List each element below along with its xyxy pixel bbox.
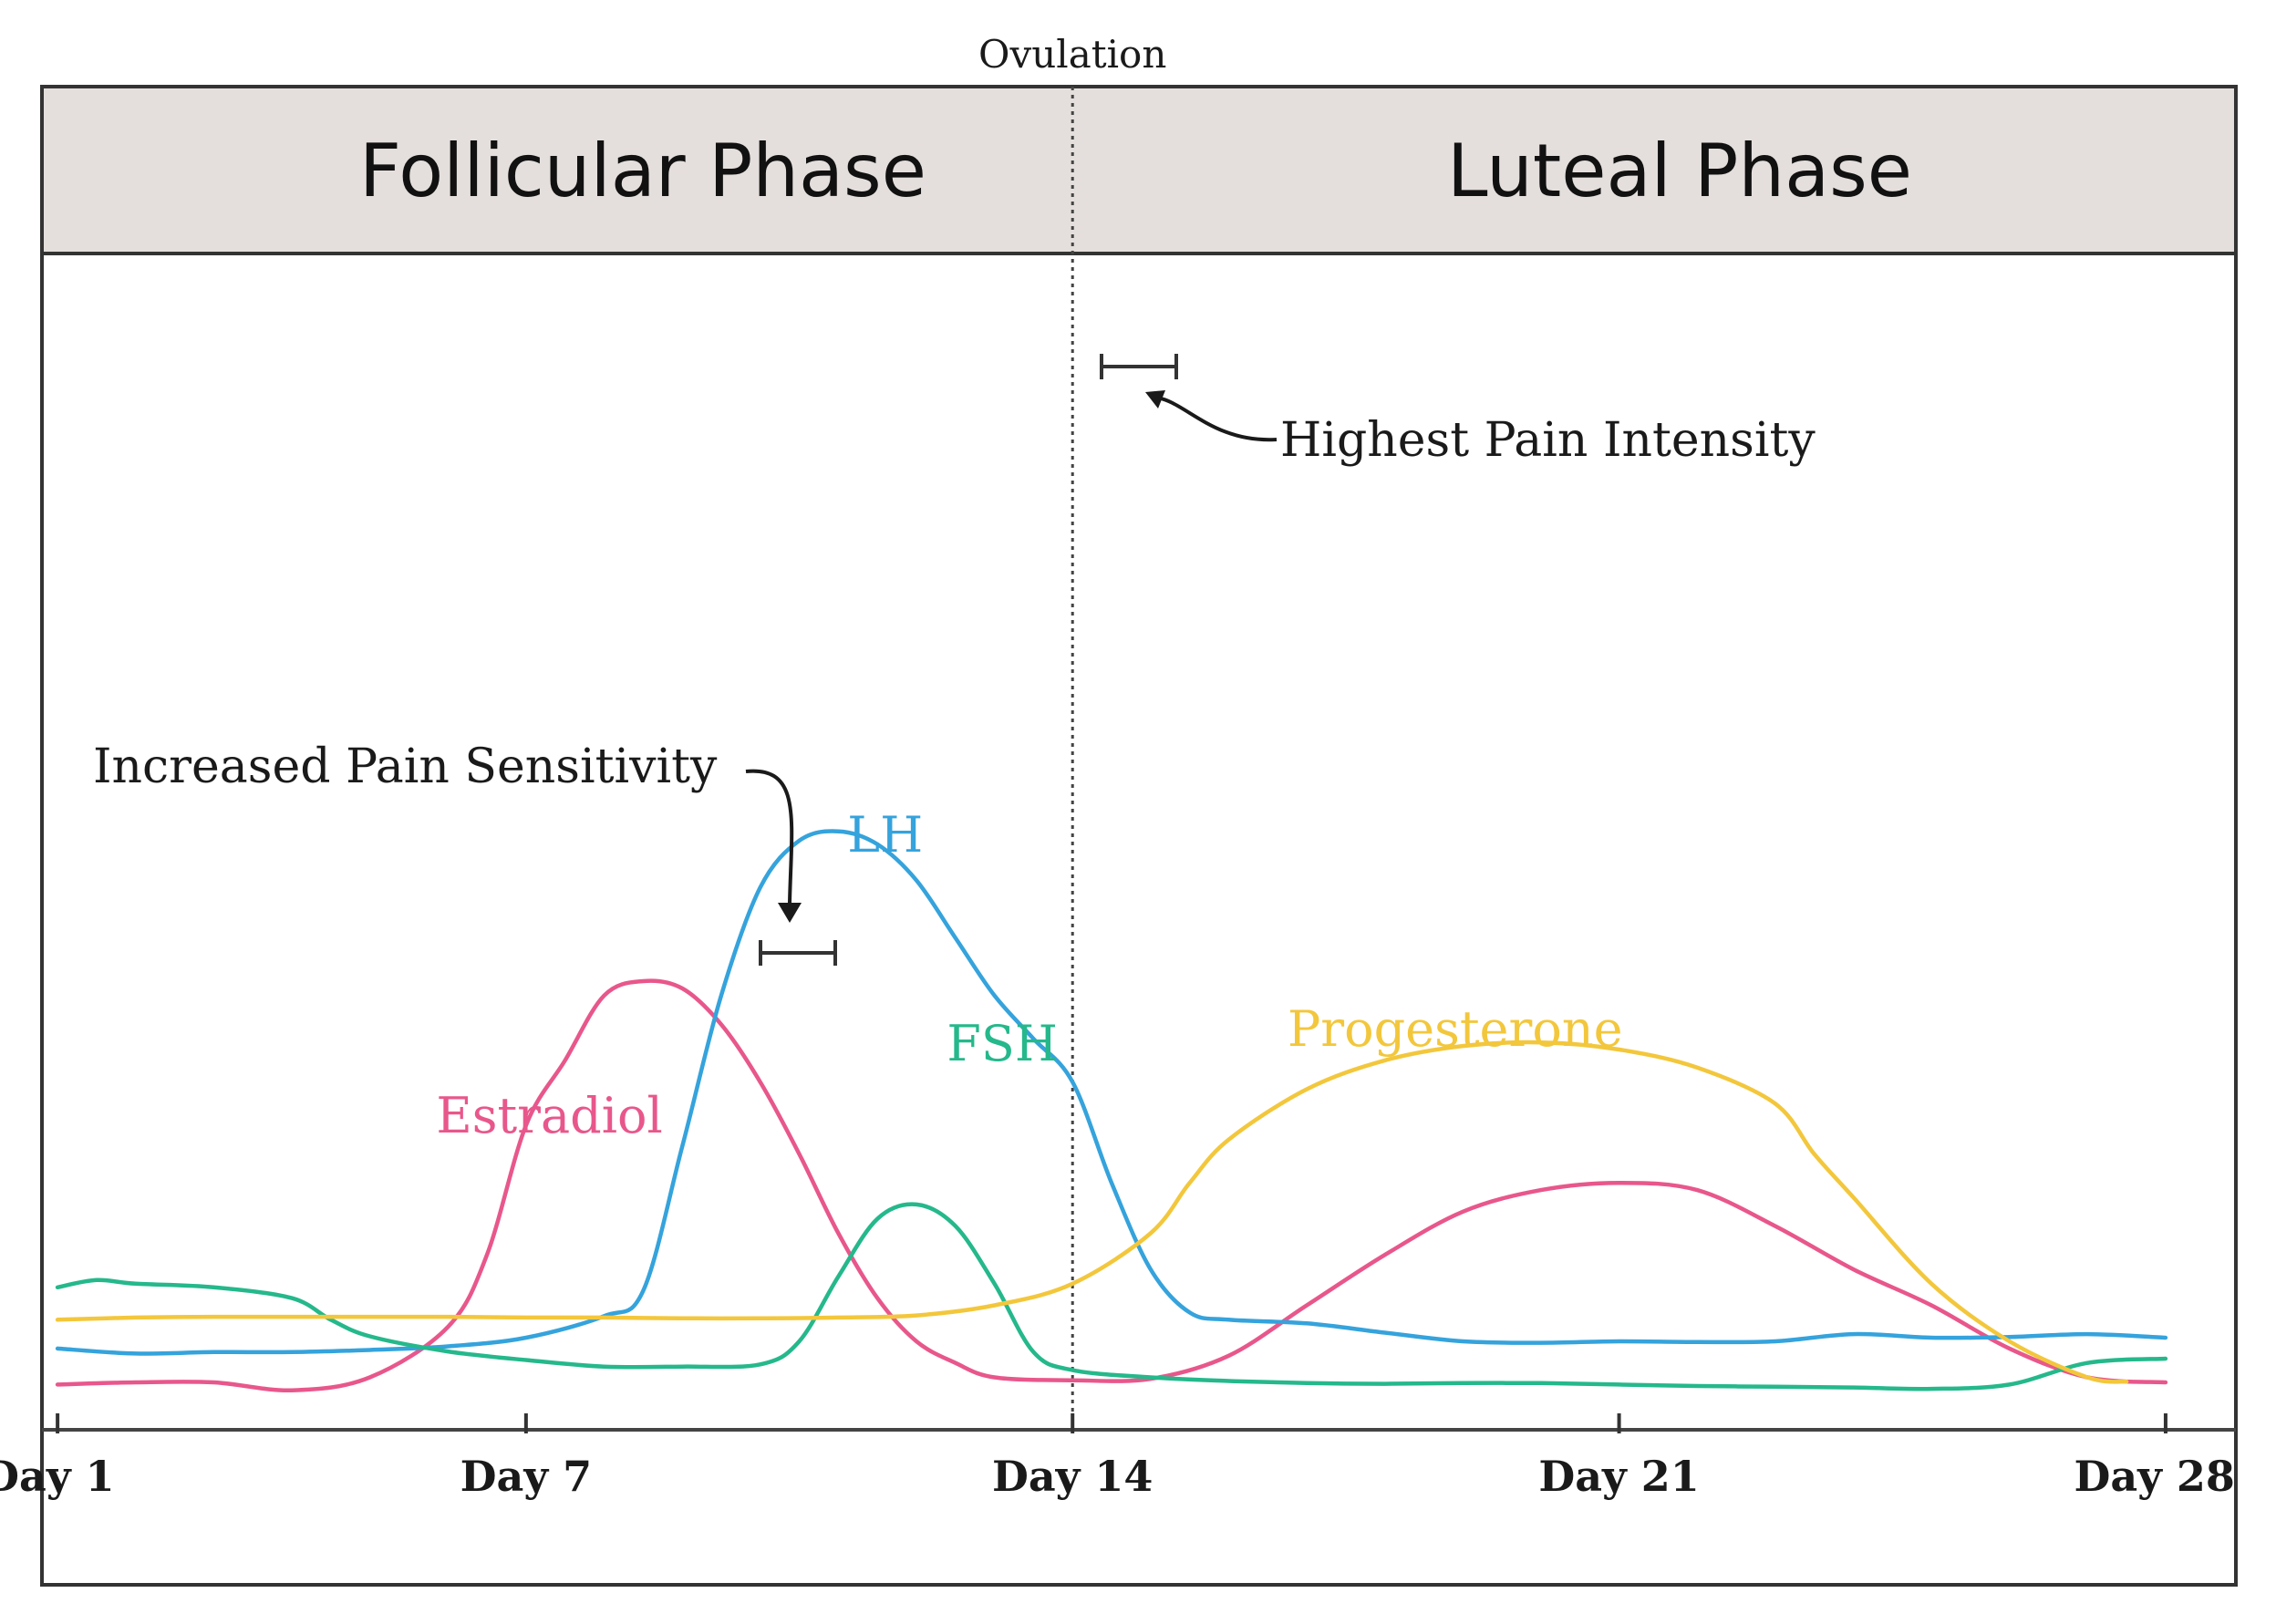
increased-pain-sensitivity-label: Increased Pain Sensitivity	[93, 740, 718, 794]
highest-pain-arrowhead	[1145, 390, 1165, 409]
increased-pain-arrow	[745, 769, 794, 904]
increased-pain-arrowhead	[778, 903, 802, 923]
x-tick-label-day-7: Day 7	[460, 1452, 592, 1501]
highest-pain-intensity-annotation: Highest Pain Intensity	[1100, 354, 1816, 468]
follicular-phase-label: Follicular Phase	[359, 129, 926, 213]
x-axis-ticks: Day 1 Day 7 Day 14 Day 21 Day 28	[0, 1413, 2235, 1501]
increased-pain-range-bracket	[759, 940, 837, 966]
x-tick-label-day-14: Day 14	[992, 1452, 1153, 1501]
lh-curve	[55, 829, 2168, 1356]
luteal-phase-label: Luteal Phase	[1447, 129, 1912, 213]
estradiol-curve	[55, 978, 2168, 1392]
progesterone-label: Progesterone	[1288, 1000, 1623, 1058]
lh-label: LH	[847, 806, 923, 864]
x-tick-label-day-1: Day 1	[0, 1452, 115, 1501]
fsh-curve	[55, 1202, 2168, 1391]
highest-pain-range-bracket	[1100, 354, 1178, 379]
hormone-labels: Estradiol LH FSH Progesterone	[436, 806, 1622, 1144]
x-tick-label-day-21: Day 21	[1538, 1452, 1699, 1501]
progesterone-curve	[55, 1040, 2129, 1384]
hormone-curves	[55, 829, 2168, 1392]
fsh-label: FSH	[947, 1015, 1058, 1072]
highest-pain-intensity-label: Highest Pain Intensity	[1280, 413, 1816, 468]
x-tick-label-day-28: Day 28	[2074, 1452, 2234, 1501]
highest-pain-arrow	[1155, 396, 1278, 442]
increased-pain-sensitivity-annotation: Increased Pain Sensitivity	[93, 740, 837, 966]
ovulation-title: Ovulation	[978, 32, 1166, 77]
figure-frame	[40, 85, 2238, 1587]
estradiol-label: Estradiol	[436, 1087, 662, 1144]
phase-header-band	[40, 85, 2238, 255]
